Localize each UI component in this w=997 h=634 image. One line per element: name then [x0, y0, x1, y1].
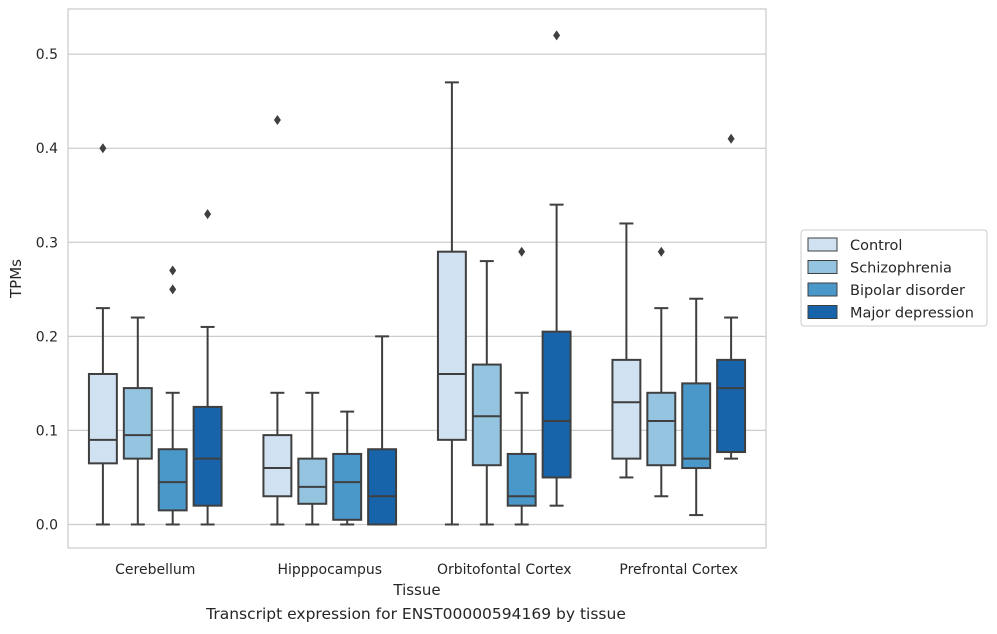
- box-schizophrenia: [297, 391, 328, 526]
- outlier-point: [553, 30, 561, 41]
- box-bipolar-disorder: [332, 410, 363, 526]
- box-iqr: [262, 434, 293, 498]
- box-major-depression: [192, 209, 223, 526]
- legend-swatch: [807, 260, 838, 274]
- x-tick-label: Cerebellum: [115, 562, 195, 578]
- box-schizophrenia: [646, 246, 677, 498]
- outlier-point: [204, 209, 212, 220]
- box-iqr: [506, 452, 537, 507]
- outlier-point: [99, 143, 107, 154]
- x-tick-label: Orbitofontal Cortex: [437, 562, 572, 578]
- box-schizophrenia: [471, 260, 502, 526]
- legend-label: Major depression: [850, 306, 974, 322]
- box-iqr: [646, 391, 677, 467]
- y-tick-label: 0.3: [36, 235, 58, 251]
- box-bipolar-disorder: [681, 297, 712, 517]
- box-iqr: [541, 330, 572, 479]
- y-axis-label: TPMs: [7, 259, 25, 299]
- box-iqr: [157, 448, 188, 512]
- box-schizophrenia: [122, 316, 153, 526]
- box-iqr: [471, 363, 502, 467]
- box-iqr: [87, 372, 118, 465]
- outlier-point: [169, 265, 177, 276]
- box-iqr: [611, 358, 642, 460]
- y-tick-label: 0.4: [36, 141, 58, 157]
- legend-label: Bipolar disorder: [850, 283, 965, 299]
- outlier-point: [518, 246, 526, 257]
- x-tick-label: Prefrontal Cortex: [619, 562, 738, 578]
- figure-caption: Transcript expression for ENST0000059416…: [206, 605, 626, 623]
- box-control: [262, 114, 293, 526]
- outlier-point: [273, 114, 281, 125]
- box-iqr: [681, 382, 712, 470]
- box-control: [87, 143, 118, 526]
- legend-swatch: [807, 305, 838, 319]
- legend-label: Control: [850, 238, 902, 254]
- outlier-point: [657, 246, 665, 257]
- y-tick-label: 0.5: [36, 47, 58, 63]
- legend-swatch: [807, 282, 838, 297]
- box-major-depression: [541, 30, 572, 507]
- legend-frame: [800, 229, 988, 327]
- box-bipolar-disorder: [506, 246, 537, 526]
- legend: Control Schizophrenia Bipolar disorder Majo…: [800, 229, 988, 327]
- box-iqr: [332, 452, 363, 521]
- box-major-depression: [367, 335, 398, 526]
- box-major-depression: [716, 133, 747, 460]
- plot-frame: [67, 8, 767, 549]
- outlier-point: [727, 133, 735, 144]
- ticks: 0.0 0.1 0.2 0.3 0.4 0.5 Cerebellum Hipppocampus…: [36, 47, 738, 578]
- y-tick-label: 0.2: [36, 329, 58, 345]
- box-iqr: [192, 405, 223, 507]
- boxes: [87, 30, 747, 526]
- box-iqr: [297, 457, 328, 505]
- box-iqr: [436, 250, 467, 441]
- y-tick-label: 0.0: [36, 517, 58, 533]
- box-bipolar-disorder: [157, 265, 188, 526]
- x-tick-label: Hipppocampus: [277, 562, 382, 578]
- legend-label: Schizophrenia: [850, 261, 952, 277]
- box-control: [436, 81, 467, 526]
- box-iqr: [367, 448, 398, 526]
- box-control: [611, 222, 642, 479]
- box-iqr: [716, 358, 747, 454]
- x-axis-label: Tissue: [392, 581, 440, 599]
- legend-swatch: [807, 237, 838, 252]
- box-iqr: [122, 387, 153, 460]
- outlier-point: [169, 284, 177, 295]
- y-tick-label: 0.1: [36, 423, 58, 439]
- grid-lines: [68, 53, 766, 526]
